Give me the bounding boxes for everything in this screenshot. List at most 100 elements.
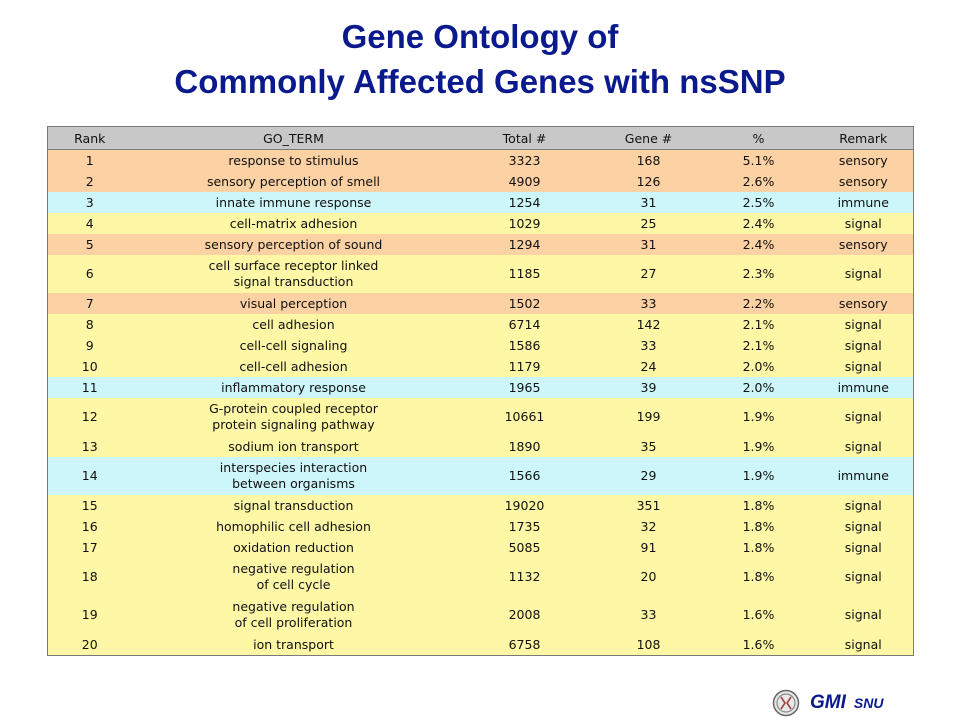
cell-gene: 27 xyxy=(593,255,704,293)
cell-gene: 142 xyxy=(593,314,704,335)
cell-go-term: sensory perception of smell xyxy=(131,171,456,192)
cell-total: 1502 xyxy=(455,293,594,314)
cell-percent: 1.8% xyxy=(703,558,814,596)
cell-gene: 25 xyxy=(593,213,704,234)
cell-gene: 29 xyxy=(593,457,704,495)
table-row: 12 G-protein coupled receptor protein sign… xyxy=(47,398,914,436)
gmi-logo-icon xyxy=(772,689,800,717)
cell-go-term: cell-cell adhesion xyxy=(131,356,456,377)
header-go-term: GO_TERM xyxy=(131,126,456,150)
go-term-line: protein signaling pathway xyxy=(212,417,375,432)
go-term-line: inflammatory response xyxy=(221,379,366,395)
cell-rank: 16 xyxy=(47,516,132,537)
go-term-line: response to stimulus xyxy=(228,152,359,168)
title-line-2: Commonly Affected Genes with nsSNP xyxy=(174,63,786,100)
go-term-line: cell-cell adhesion xyxy=(239,358,348,374)
cell-gene: 33 xyxy=(593,596,704,634)
logo-text-gmi: GMI xyxy=(810,692,846,713)
cell-total: 1254 xyxy=(455,192,594,213)
cell-go-term: cell adhesion xyxy=(131,314,456,335)
cell-remark: immune xyxy=(813,377,914,398)
cell-remark: signal xyxy=(813,255,914,293)
cell-rank: 8 xyxy=(47,314,132,335)
cell-total: 5085 xyxy=(455,537,594,558)
cell-go-term: homophilic cell adhesion xyxy=(131,516,456,537)
cell-rank: 5 xyxy=(47,234,132,255)
go-term-line: visual perception xyxy=(239,295,348,311)
cell-remark: signal xyxy=(813,596,914,634)
cell-gene: 31 xyxy=(593,192,704,213)
cell-remark: immune xyxy=(813,457,914,495)
cell-remark: sensory xyxy=(813,234,914,255)
cell-total: 4909 xyxy=(455,171,594,192)
go-term-line: cell-matrix adhesion xyxy=(229,215,358,231)
header-gene: Gene # xyxy=(593,126,704,150)
cell-gene: 20 xyxy=(593,558,704,596)
header-rank: Rank xyxy=(47,126,132,150)
go-term-line: sensory perception of sound xyxy=(204,236,383,252)
go-term-line: cell-cell signaling xyxy=(239,337,348,353)
go-term-line: of cell proliferation xyxy=(234,615,353,630)
table-row: 6 cell surface receptor linked signal tran… xyxy=(47,255,914,293)
cell-total: 1179 xyxy=(455,356,594,377)
cell-percent: 2.0% xyxy=(703,377,814,398)
cell-percent: 2.6% xyxy=(703,171,814,192)
go-term-line: homophilic cell adhesion xyxy=(216,518,371,534)
go-term-line: cell surface receptor linked xyxy=(208,258,379,273)
cell-gene: 351 xyxy=(593,495,704,516)
go-term-line: negative regulation xyxy=(232,561,355,576)
cell-gene: 168 xyxy=(593,149,704,171)
table-row: 2 sensory perception of smell 4909 126 2.6% s… xyxy=(47,171,914,192)
cell-remark: signal xyxy=(813,356,914,377)
cell-total: 1566 xyxy=(455,457,594,495)
cell-percent: 1.6% xyxy=(703,634,814,656)
cell-rank: 10 xyxy=(47,356,132,377)
cell-go-term: negative regulation of cell cycle xyxy=(131,558,456,596)
cell-gene: 39 xyxy=(593,377,704,398)
table-row: 8 cell adhesion 6714 142 2.1% signal xyxy=(47,314,914,335)
table-row: 20 ion transport 6758 108 1.6% signal xyxy=(47,634,914,656)
cell-total: 1890 xyxy=(455,436,594,457)
cell-total: 1132 xyxy=(455,558,594,596)
cell-go-term: signal transduction xyxy=(131,495,456,516)
cell-remark: signal xyxy=(813,335,914,356)
go-term-line: ion transport xyxy=(253,636,334,652)
cell-rank: 12 xyxy=(47,398,132,436)
table-row: 7 visual perception 1502 33 2.2% sensory xyxy=(47,293,914,314)
header-percent: % xyxy=(703,126,814,150)
cell-total: 19020 xyxy=(455,495,594,516)
table-body: 1 response to stimulus 3323 168 5.1% sensory 2… xyxy=(47,149,914,656)
cell-remark: signal xyxy=(813,436,914,457)
table-row: 4 cell-matrix adhesion 1029 25 2.4% signal xyxy=(47,213,914,234)
cell-percent: 1.9% xyxy=(703,436,814,457)
go-table: Rank GO_TERM Total # Gene # % Remark 1 re… xyxy=(47,126,914,656)
cell-percent: 5.1% xyxy=(703,149,814,171)
cell-remark: immune xyxy=(813,192,914,213)
cell-remark: signal xyxy=(813,516,914,537)
cell-remark: sensory xyxy=(813,149,914,171)
table-row: 11 inflammatory response 1965 39 2.0% immune xyxy=(47,377,914,398)
table-row: 19 negative regulation of cell proliferati… xyxy=(47,596,914,634)
cell-percent: 2.2% xyxy=(703,293,814,314)
cell-remark: sensory xyxy=(813,293,914,314)
cell-total: 1294 xyxy=(455,234,594,255)
logo-text-snu: SNU xyxy=(853,695,884,711)
cell-rank: 11 xyxy=(47,377,132,398)
cell-go-term: visual perception xyxy=(131,293,456,314)
cell-rank: 15 xyxy=(47,495,132,516)
cell-remark: signal xyxy=(813,495,914,516)
table-row: 13 sodium ion transport 1890 35 1.9% signal xyxy=(47,436,914,457)
go-term-line: sensory perception of smell xyxy=(206,173,381,189)
cell-rank: 18 xyxy=(47,558,132,596)
cell-rank: 2 xyxy=(47,171,132,192)
cell-gene: 199 xyxy=(593,398,704,436)
cell-percent: 1.9% xyxy=(703,457,814,495)
cell-rank: 13 xyxy=(47,436,132,457)
cell-percent: 2.1% xyxy=(703,335,814,356)
cell-total: 10661 xyxy=(455,398,594,436)
table-row: 3 innate immune response 1254 31 2.5% immune xyxy=(47,192,914,213)
cell-remark: signal xyxy=(813,634,914,656)
table-row: 18 negative regulation of cell cycle 1132 20… xyxy=(47,558,914,596)
cell-percent: 1.8% xyxy=(703,516,814,537)
cell-total: 6758 xyxy=(455,634,594,656)
